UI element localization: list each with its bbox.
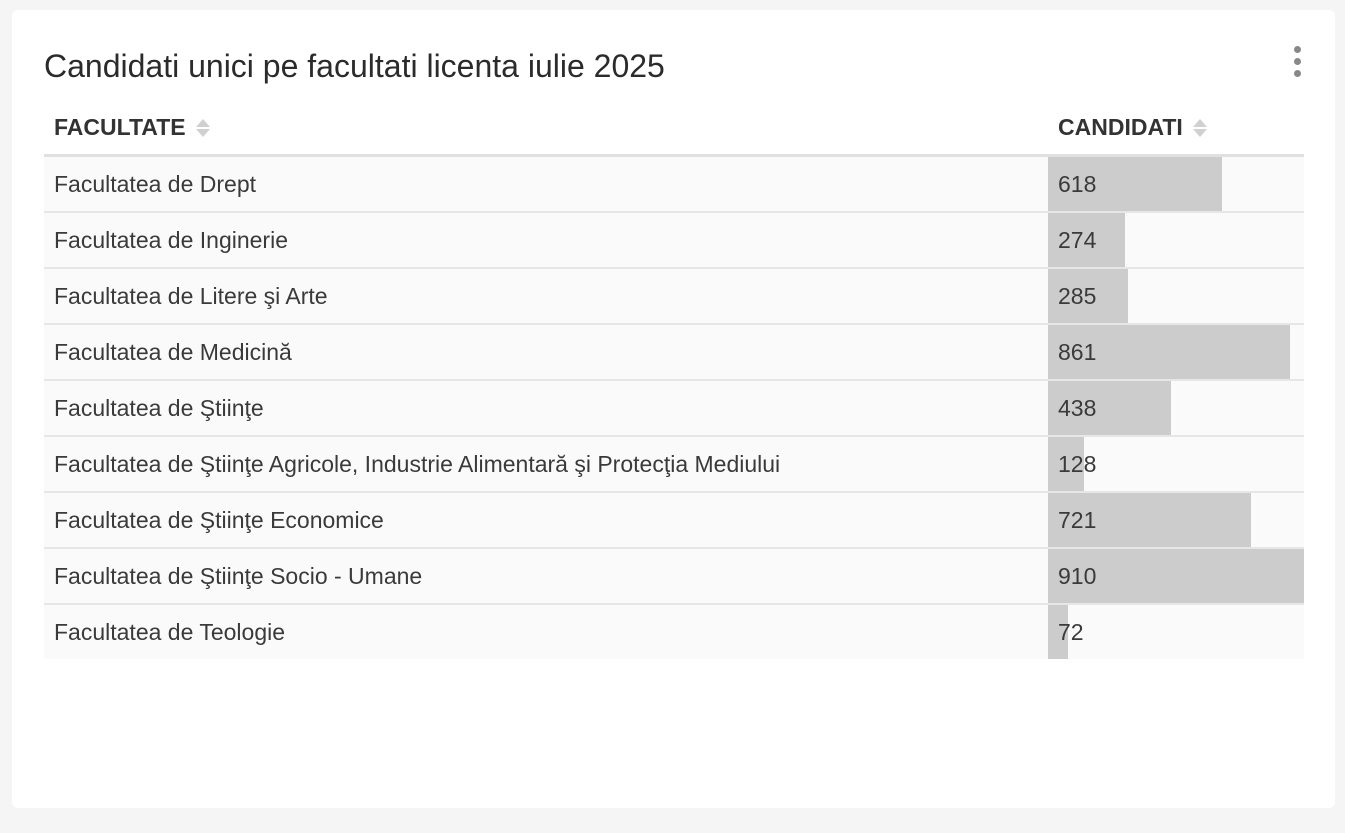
candidati-value: 861 — [1058, 338, 1097, 365]
table-row: Facultatea de Ştiinţe Socio - Umane 910 — [44, 548, 1304, 605]
table-row: Facultatea de Ştiinţe Economice 721 — [44, 492, 1304, 549]
candidati-cell: 128 — [1048, 436, 1304, 493]
column-header-candidati[interactable]: CANDIDATI — [1048, 100, 1304, 157]
candidati-bar — [1048, 493, 1251, 546]
facultate-cell: Facultatea de Ştiinţe Agricole, Industri… — [44, 436, 1048, 493]
sort-icon[interactable] — [195, 117, 210, 139]
kebab-dot — [1293, 70, 1301, 77]
candidati-cell: 618 — [1048, 155, 1304, 213]
candidati-bar — [1048, 325, 1291, 378]
candidati-bar — [1048, 437, 1084, 490]
candidati-value: 438 — [1058, 394, 1097, 421]
table-row: Facultatea de Drept 618 — [44, 155, 1304, 213]
facultate-cell: Facultatea de Drept — [44, 155, 1048, 213]
facultate-cell: Facultatea de Medicină — [44, 324, 1048, 381]
candidati-bar — [1048, 381, 1172, 434]
candidati-cell: 72 — [1048, 604, 1304, 659]
facultate-cell: Facultatea de Inginerie — [44, 212, 1048, 269]
facultate-cell: Facultatea de Teologie — [44, 604, 1048, 659]
candidati-value: 285 — [1058, 282, 1097, 309]
candidati-bar — [1048, 213, 1126, 266]
candidati-value: 721 — [1058, 506, 1097, 533]
candidati-cell: 721 — [1048, 492, 1304, 549]
candidati-cell: 861 — [1048, 324, 1304, 381]
candidati-value: 128 — [1058, 450, 1097, 477]
table-row: Facultatea de Teologie 72 — [44, 604, 1304, 659]
table-row: Facultatea de Ştiinţe Agricole, Industri… — [44, 436, 1304, 493]
facultati-table: FACULTATE CANDIDATI Facultatea de Drept 6… — [44, 100, 1304, 659]
table-body: Facultatea de Drept 618 Facultatea de Ingi… — [44, 155, 1304, 659]
candidati-cell: 274 — [1048, 212, 1304, 269]
candidati-bar — [1048, 605, 1069, 659]
candidati-cell: 438 — [1048, 380, 1304, 437]
candidati-cell: 910 — [1048, 548, 1304, 605]
sort-icon[interactable] — [1192, 117, 1207, 139]
table-header-row: FACULTATE CANDIDATI — [44, 100, 1304, 157]
kebab-dot — [1293, 46, 1301, 53]
candidati-bar — [1048, 157, 1222, 211]
column-header-label: CANDIDATI — [1058, 113, 1183, 140]
table-row: Facultatea de Inginerie 274 — [44, 212, 1304, 269]
candidati-value: 910 — [1058, 562, 1097, 589]
candidati-value: 274 — [1058, 226, 1097, 253]
table-row: Facultatea de Litere şi Arte 285 — [44, 268, 1304, 325]
table-row: Facultatea de Medicină 861 — [44, 324, 1304, 381]
widget-title: Candidati unici pe facultati licenta iul… — [44, 48, 665, 84]
column-header-facultate[interactable]: FACULTATE — [44, 100, 1048, 157]
facultate-cell: Facultatea de Ştiinţe Socio - Umane — [44, 548, 1048, 605]
facultate-cell: Facultatea de Ştiinţe — [44, 380, 1048, 437]
candidati-value: 618 — [1058, 170, 1097, 197]
candidati-value: 72 — [1058, 618, 1084, 645]
table-row: Facultatea de Ştiinţe 438 — [44, 380, 1304, 437]
candidati-cell: 285 — [1048, 268, 1304, 325]
candidati-bar — [1048, 269, 1129, 322]
kebab-menu-icon[interactable] — [1287, 46, 1307, 82]
facultate-cell: Facultatea de Ştiinţe Economice — [44, 492, 1048, 549]
kebab-dot — [1293, 58, 1301, 65]
table-widget-card: Candidati unici pe facultati licenta iul… — [12, 10, 1335, 808]
column-header-label: FACULTATE — [54, 113, 186, 140]
candidati-bar — [1048, 549, 1304, 602]
facultate-cell: Facultatea de Litere şi Arte — [44, 268, 1048, 325]
